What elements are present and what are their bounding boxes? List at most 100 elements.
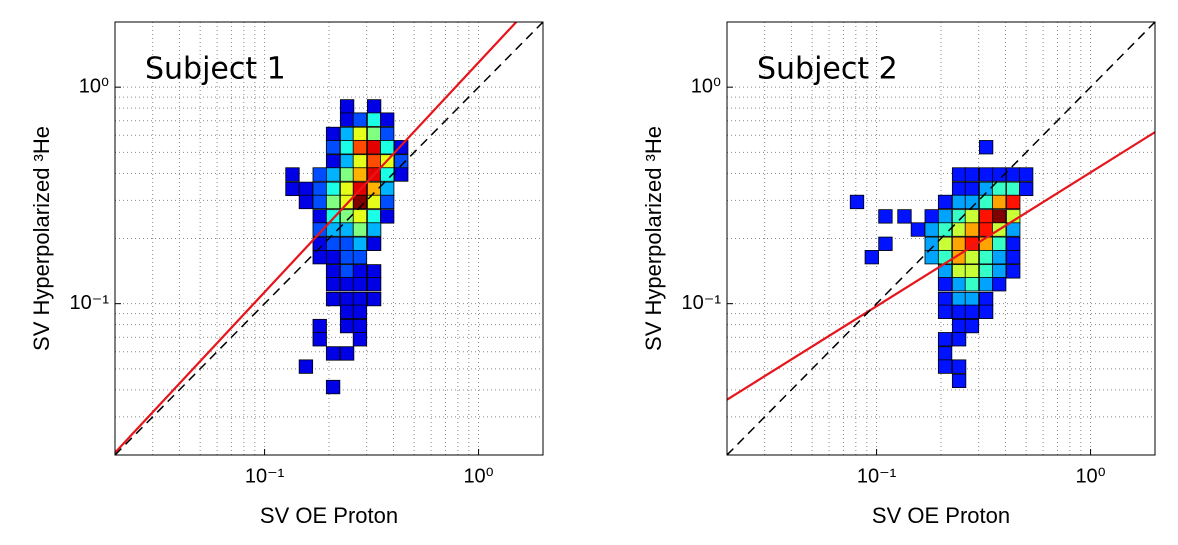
cell [937, 277, 953, 292]
cell [285, 181, 300, 197]
plot-title: Subject 1 [145, 52, 286, 87]
cell [992, 250, 1007, 265]
cell [380, 194, 395, 210]
cell [964, 277, 980, 292]
cell [325, 154, 341, 169]
cell [352, 140, 368, 155]
cell [325, 250, 341, 265]
cell [964, 167, 980, 182]
cell [339, 236, 355, 251]
cell [380, 140, 395, 155]
fit-line [727, 131, 1155, 401]
cell [339, 99, 355, 114]
cell [1019, 167, 1034, 182]
cell [298, 181, 314, 197]
cell [992, 194, 1007, 210]
x-tick-label: 10⁻¹ [857, 465, 897, 487]
cell [312, 332, 327, 347]
y-tick-label: 10⁰ [691, 75, 721, 97]
cell [339, 112, 355, 127]
cell [339, 167, 355, 182]
cell [366, 236, 382, 251]
cell [366, 140, 382, 155]
cell [978, 264, 994, 279]
cell [352, 209, 368, 224]
cell [352, 236, 368, 251]
identity-line [727, 22, 1155, 455]
cell [1006, 167, 1021, 182]
y-axis-label: SV Hyperpolarized ³He [641, 126, 666, 351]
cell [352, 304, 368, 319]
cell [325, 222, 341, 237]
cell [352, 154, 368, 169]
cell [978, 277, 994, 292]
cell [937, 222, 953, 237]
x-axis-label: SV OE Proton [260, 503, 398, 528]
cell [380, 112, 395, 127]
cell [366, 291, 382, 307]
cell [339, 264, 355, 279]
cell [1006, 222, 1021, 237]
cell [352, 264, 368, 279]
cell [325, 277, 341, 292]
cell [325, 346, 341, 361]
cell [951, 277, 967, 292]
cell [366, 222, 382, 237]
y-tick-label: 10⁻¹ [682, 292, 722, 314]
cell [352, 318, 368, 334]
cell [992, 277, 1007, 292]
cell [897, 209, 912, 224]
cell [352, 222, 368, 237]
cell [1006, 181, 1021, 197]
cell [325, 209, 341, 224]
cell [352, 332, 368, 347]
cell [910, 222, 926, 237]
cell [1006, 236, 1021, 251]
y-tick-label: 10⁰ [79, 75, 109, 97]
cell [978, 250, 994, 265]
cell [352, 291, 368, 307]
cell [325, 167, 341, 182]
cell [978, 304, 994, 319]
cell [951, 194, 967, 210]
cell [951, 291, 967, 307]
cell [352, 112, 368, 127]
cell [992, 264, 1007, 279]
cell [366, 99, 382, 114]
axes-frame [114, 21, 544, 456]
cell [937, 359, 953, 374]
cell [1006, 194, 1021, 210]
cell [339, 291, 355, 307]
cell [964, 250, 980, 265]
cell [312, 181, 327, 197]
cell [325, 194, 341, 210]
cell [366, 277, 382, 292]
cell [937, 291, 953, 307]
cell [285, 167, 300, 182]
cell [937, 194, 953, 210]
cell [951, 318, 967, 334]
cell [325, 379, 341, 395]
cell [1019, 181, 1034, 197]
cell [964, 209, 980, 224]
plot: 10⁻¹ 10⁰ 10⁻¹ 10⁰ Subject 2 SV OE Proton SV Hy… [641, 21, 1156, 528]
cell [312, 209, 327, 224]
cell [312, 250, 327, 265]
cell [924, 209, 939, 224]
cell [325, 140, 341, 155]
x-tick-label: 10⁰ [463, 465, 493, 487]
cell [978, 291, 994, 307]
cell [366, 154, 382, 169]
axes-frame [726, 21, 1156, 456]
cell [937, 346, 953, 361]
cell [951, 236, 967, 251]
cell [878, 236, 893, 251]
cell [1006, 250, 1021, 265]
cell [978, 167, 994, 182]
cell [339, 140, 355, 155]
cell [366, 264, 382, 279]
cell [951, 167, 967, 182]
cell [978, 209, 994, 224]
